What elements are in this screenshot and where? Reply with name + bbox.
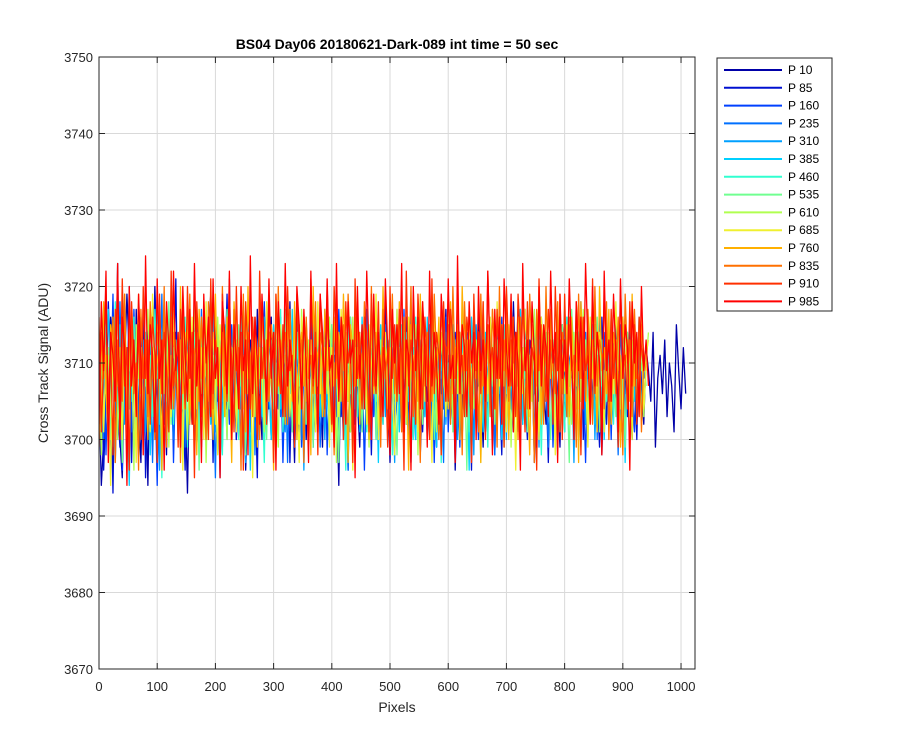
legend-item: P 535 <box>724 188 819 202</box>
legend-label: P 85 <box>788 81 813 95</box>
legend-label: P 235 <box>788 116 819 130</box>
legend-item: P 85 <box>724 81 813 95</box>
y-tick-label: 3710 <box>64 356 93 371</box>
legend-label: P 310 <box>788 134 819 148</box>
legend-label: P 685 <box>788 223 819 237</box>
legend-item: P 610 <box>724 205 819 219</box>
x-tick-label: 1000 <box>667 679 696 694</box>
legend-label: P 10 <box>788 63 813 77</box>
legend-label: P 835 <box>788 259 819 273</box>
x-tick-label: 400 <box>321 679 343 694</box>
y-tick-label: 3670 <box>64 662 93 677</box>
y-tick-label: 3720 <box>64 280 93 295</box>
legend-label: P 160 <box>788 99 819 113</box>
series-line-p-985 <box>99 255 650 487</box>
legend-item: P 460 <box>724 170 819 184</box>
y-tick-label: 3750 <box>64 50 93 65</box>
legend-item: P 985 <box>724 294 819 308</box>
legend-item: P 835 <box>724 259 819 273</box>
y-tick-label: 3740 <box>64 127 93 142</box>
y-axis-label: Cross Track Signal (ADU) <box>35 283 51 443</box>
legend: P 10 P 85 P 160 P 235 P 310 P 385 P 460 P 535 P … <box>716 57 833 312</box>
y-tick-label: 3690 <box>64 509 93 524</box>
x-tick-label: 500 <box>379 679 401 694</box>
legend-label: P 460 <box>788 170 819 184</box>
legend-item: P 160 <box>724 99 819 113</box>
x-tick-label: 200 <box>205 679 227 694</box>
y-tick-label: 3730 <box>64 203 93 218</box>
y-tick-label: 3700 <box>64 433 93 448</box>
legend-label: P 760 <box>788 241 819 255</box>
y-axis-ticks: 3670 3680 3690 3700 3710 3720 3730 3740 3750 <box>64 50 695 677</box>
legend-label: P 385 <box>788 152 819 166</box>
legend-item: P 685 <box>724 223 819 237</box>
x-tick-label: 800 <box>554 679 576 694</box>
legend-label: P 985 <box>788 294 819 308</box>
legend-box <box>716 57 833 312</box>
legend-item: P 385 <box>724 152 819 166</box>
series-lines <box>99 255 687 494</box>
x-axis-label: Pixels <box>378 699 415 715</box>
x-tick-label: 300 <box>263 679 285 694</box>
series-line-p-910 <box>99 270 645 479</box>
legend-label: P 535 <box>788 188 819 202</box>
legend-label: P 910 <box>788 277 819 291</box>
x-axis-ticks: 0 100 200 300 400 500 600 700 800 900 1000 <box>95 57 695 694</box>
legend-item: P 910 <box>724 277 819 291</box>
x-tick-label: 0 <box>95 679 102 694</box>
legend-item: P 760 <box>724 241 819 255</box>
x-tick-label: 700 <box>496 679 518 694</box>
legend-item: P 10 <box>724 63 813 77</box>
x-tick-label: 600 <box>437 679 459 694</box>
x-tick-label: 900 <box>612 679 634 694</box>
y-tick-label: 3680 <box>64 586 93 601</box>
legend-label: P 610 <box>788 205 819 219</box>
legend-item: P 235 <box>724 116 819 130</box>
chart-title: BS04 Day06 20180621-Dark-089 int time = … <box>236 36 559 52</box>
legend-item: P 310 <box>724 134 819 148</box>
x-tick-label: 100 <box>146 679 168 694</box>
